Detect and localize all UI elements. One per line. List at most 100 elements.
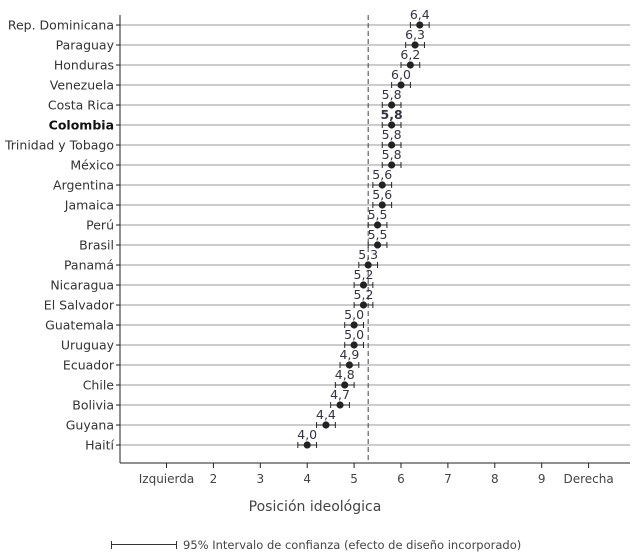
x-tick-label: 5 bbox=[350, 472, 358, 486]
value-label: 5,2 bbox=[354, 287, 374, 302]
country-label: Panamá bbox=[64, 258, 114, 273]
x-axis-title: Posición ideológica bbox=[249, 499, 382, 515]
point-marker bbox=[416, 21, 424, 29]
value-label: 6,0 bbox=[391, 67, 411, 82]
data-point-9: 5,6 bbox=[372, 187, 392, 209]
point-marker bbox=[350, 321, 358, 329]
point-marker bbox=[378, 201, 386, 209]
point-marker bbox=[359, 281, 368, 289]
point-marker bbox=[378, 181, 386, 189]
value-label: 5,8 bbox=[382, 87, 402, 102]
data-point-5: 5,8 bbox=[381, 107, 403, 129]
x-tick-label: 6 bbox=[397, 472, 405, 486]
data-point-15: 5,0 bbox=[344, 307, 364, 329]
data-point-7: 5,8 bbox=[382, 147, 402, 169]
point-marker bbox=[388, 141, 396, 149]
country-label: Guyana bbox=[66, 418, 114, 433]
data-point-2: 6,2 bbox=[400, 47, 420, 69]
value-label: 5,2 bbox=[354, 267, 374, 282]
country-label: Costa Rica bbox=[48, 98, 114, 113]
value-label: 6,4 bbox=[410, 7, 430, 22]
point-marker bbox=[411, 41, 419, 49]
country-label: Colombia bbox=[49, 118, 114, 133]
value-label: 6,2 bbox=[400, 47, 420, 62]
point-marker bbox=[388, 121, 396, 129]
data-point-8: 5,6 bbox=[372, 167, 392, 189]
data-point-14: 5,2 bbox=[354, 287, 374, 309]
x-tick-label: 8 bbox=[491, 472, 499, 486]
legend: 95% Intervalo de confianza (efecto de di… bbox=[111, 538, 521, 552]
country-label: Guatemala bbox=[45, 318, 114, 333]
country-label: Brasil bbox=[79, 238, 114, 253]
value-label: 6,3 bbox=[405, 27, 425, 42]
data-point-21: 4,0 bbox=[297, 427, 317, 449]
point-marker bbox=[359, 301, 368, 309]
point-marker bbox=[345, 361, 354, 369]
country-label: Ecuador bbox=[63, 358, 115, 373]
point-marker bbox=[322, 421, 330, 429]
data-point-6: 5,8 bbox=[382, 127, 402, 149]
data-point-0: 6,4 bbox=[410, 7, 430, 29]
confidence-interval-legend-icon bbox=[111, 541, 177, 549]
x-tick-label: Derecha bbox=[563, 472, 613, 486]
data-point-12: 5,3 bbox=[358, 247, 378, 269]
point-marker bbox=[341, 381, 349, 389]
x-tick-label: Izquierda bbox=[139, 472, 194, 486]
country-label: Jamaica bbox=[64, 198, 114, 213]
x-tick-label: 3 bbox=[256, 472, 264, 486]
value-label: 5,5 bbox=[368, 227, 388, 242]
country-label: Trinidad y Tobago bbox=[4, 138, 114, 153]
x-tick-label: 2 bbox=[210, 472, 218, 486]
country-label: Haití bbox=[85, 438, 114, 453]
country-label: Nicaragua bbox=[50, 278, 114, 293]
country-label: Rep. Dominicana bbox=[8, 18, 114, 33]
country-label: Chile bbox=[83, 378, 115, 393]
x-tick-label: 9 bbox=[538, 472, 546, 486]
point-marker bbox=[373, 221, 382, 229]
country-label: Venezuela bbox=[50, 78, 114, 93]
country-label: Honduras bbox=[54, 58, 114, 73]
data-point-17: 4,9 bbox=[339, 347, 359, 369]
value-label: 5,3 bbox=[358, 247, 378, 262]
country-label: Argentina bbox=[53, 178, 114, 193]
data-point-4: 5,8 bbox=[382, 87, 402, 109]
data-point-1: 6,3 bbox=[405, 27, 425, 49]
country-label: Uruguay bbox=[61, 338, 115, 353]
value-label: 5,0 bbox=[344, 307, 364, 322]
data-point-3: 6,0 bbox=[391, 67, 411, 89]
country-label: Paraguay bbox=[56, 38, 115, 53]
country-label: Bolivia bbox=[72, 398, 114, 413]
value-label: 5,8 bbox=[382, 127, 402, 142]
point-marker bbox=[303, 441, 311, 449]
country-label: El Salvador bbox=[44, 298, 115, 313]
point-marker bbox=[350, 341, 358, 349]
legend-label: 95% Intervalo de confianza (efecto de di… bbox=[183, 538, 522, 552]
value-label: 4,4 bbox=[316, 407, 336, 422]
point-marker bbox=[373, 241, 382, 249]
point-marker bbox=[388, 101, 396, 109]
data-point-11: 5,5 bbox=[368, 227, 388, 249]
data-point-19: 4,7 bbox=[330, 387, 350, 409]
point-marker bbox=[336, 401, 344, 409]
point-marker bbox=[364, 261, 372, 269]
point-marker bbox=[388, 161, 396, 169]
data-point-16: 5,0 bbox=[344, 327, 364, 349]
value-label: 4,7 bbox=[330, 387, 350, 402]
x-tick-label: 7 bbox=[444, 472, 452, 486]
value-label: 5,6 bbox=[372, 167, 392, 182]
value-label: 5,8 bbox=[381, 107, 403, 122]
x-tick-label: 4 bbox=[303, 472, 311, 486]
value-label: 4,8 bbox=[335, 367, 355, 382]
point-marker bbox=[406, 61, 414, 69]
value-label: 5,0 bbox=[344, 327, 364, 342]
point-marker bbox=[397, 81, 405, 89]
value-label: 5,5 bbox=[368, 207, 388, 222]
value-label: 4,9 bbox=[339, 347, 359, 362]
country-label: Perú bbox=[86, 218, 114, 233]
data-point-13: 5,2 bbox=[354, 267, 374, 289]
data-point-20: 4,4 bbox=[316, 407, 336, 429]
data-point-18: 4,8 bbox=[335, 367, 355, 389]
country-label: México bbox=[70, 158, 114, 173]
value-label: 5,6 bbox=[372, 187, 392, 202]
